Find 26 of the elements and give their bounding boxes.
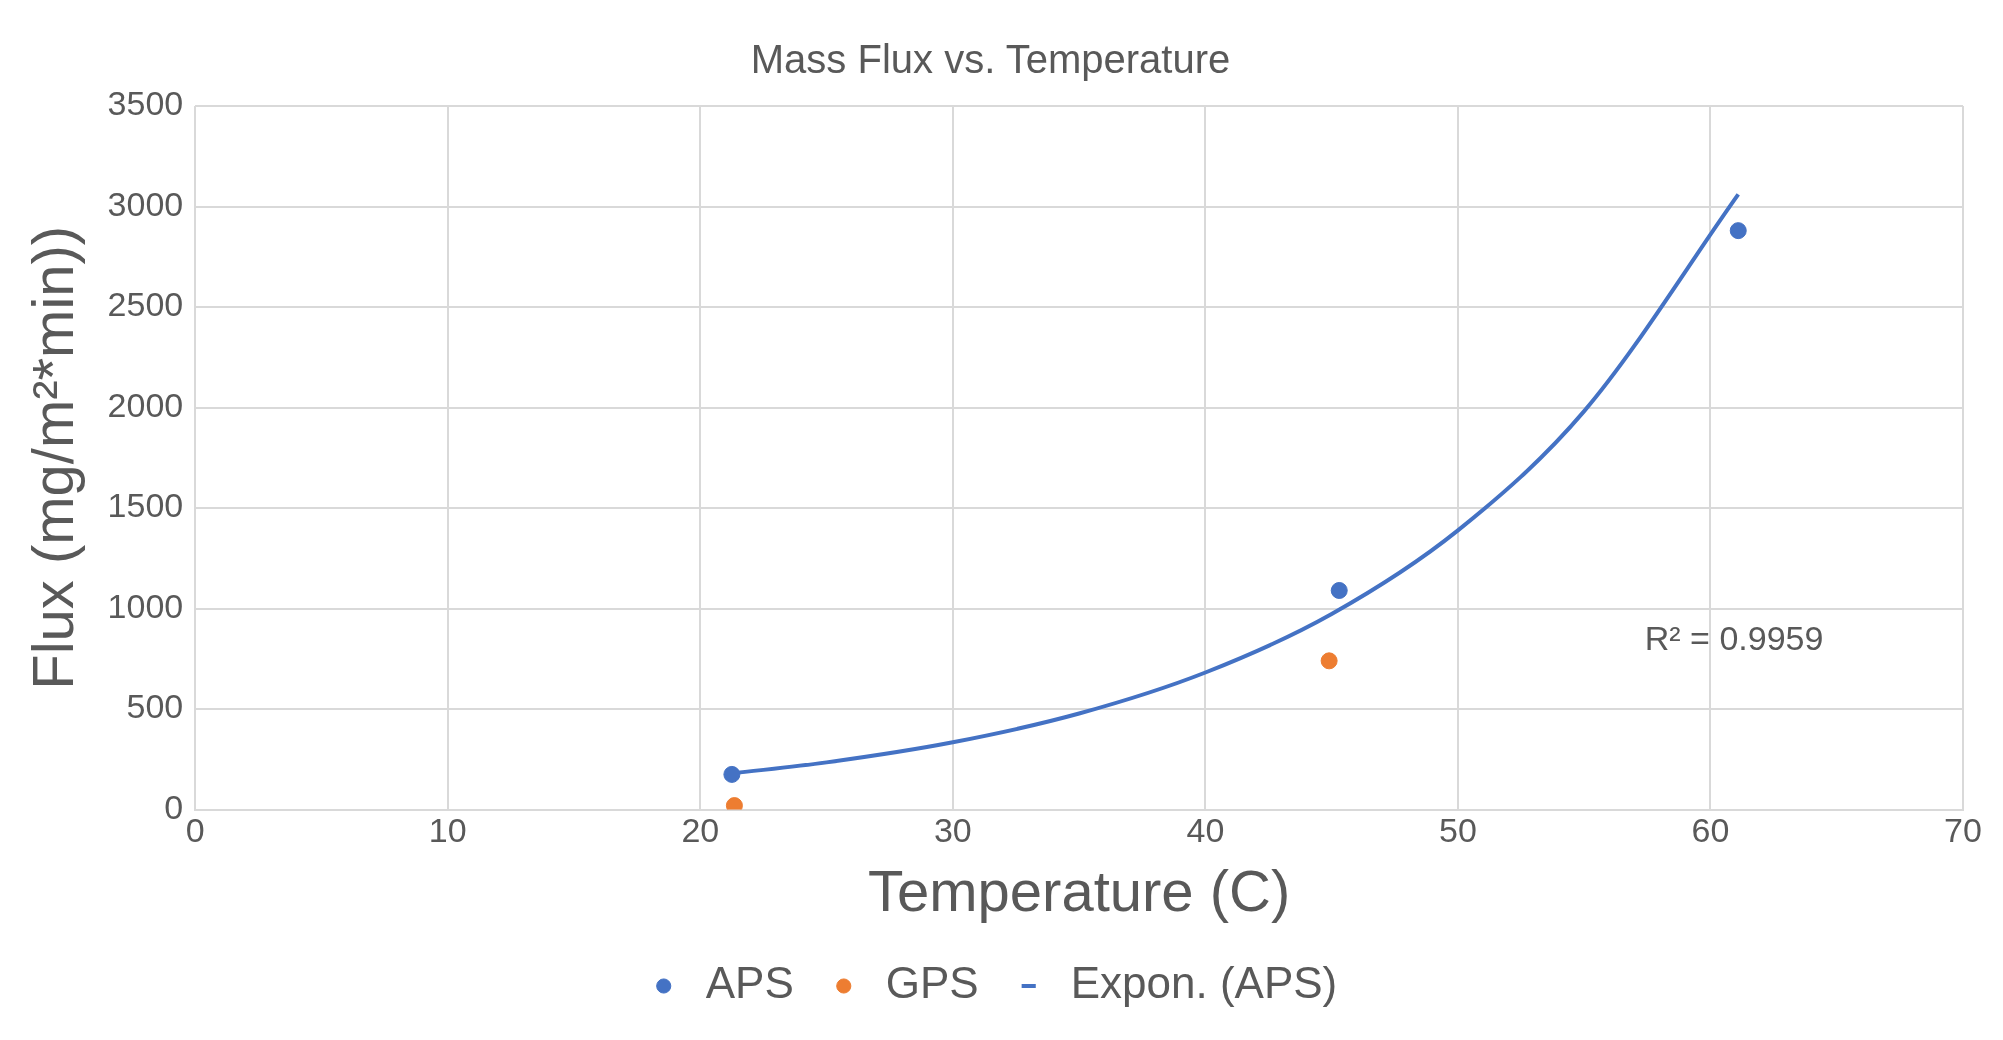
point: [1729, 222, 1747, 240]
y-tick-label: 3500: [107, 84, 184, 123]
y-tick-label: 2500: [107, 285, 184, 324]
legend-label: GPS: [885, 958, 979, 1008]
point: [1330, 581, 1348, 599]
legend-label: Expon. (APS): [1070, 958, 1338, 1008]
x-tick-label: 40: [1186, 811, 1225, 850]
legend-label: APS: [705, 958, 794, 1008]
point: [1320, 652, 1338, 670]
y-tick-label: 2000: [107, 385, 184, 424]
x-tick-label: 20: [681, 811, 720, 850]
y-tick-label: 0: [164, 787, 184, 826]
x-tick-label: 10: [428, 811, 467, 850]
y-tick-label: 3000: [107, 184, 184, 223]
x-tick-label: 30: [933, 811, 972, 850]
point: [723, 765, 741, 783]
y-tick-label: 1000: [107, 586, 184, 625]
x-tick-label: 50: [1439, 811, 1477, 850]
y-axis-title: Flux (mg/m²*min)): [19, 225, 85, 690]
annotation: R² = 0.9959: [1644, 619, 1824, 658]
y-tick-label: 1500: [107, 486, 184, 525]
x-tick-label: 60: [1691, 811, 1730, 850]
chart-title: Mass Flux vs. Temperature: [750, 37, 1231, 82]
y-tick-label: 500: [126, 687, 184, 726]
x-tick-label: 70: [1944, 811, 1982, 850]
x-axis-title: Temperature (C): [868, 858, 1291, 924]
